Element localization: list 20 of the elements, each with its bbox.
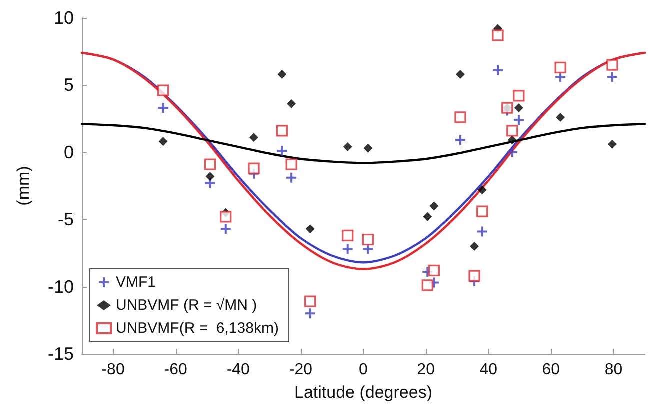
- x-tick-label: 80: [604, 362, 623, 378]
- x-tick-label: 20: [417, 362, 436, 378]
- x-tick-label: 60: [542, 362, 560, 378]
- y-tick-label: -10: [48, 276, 74, 297]
- y-tick-label: -15: [48, 344, 74, 364]
- x-axis-title: Latitude (degrees): [294, 383, 432, 402]
- x-tick-label: -20: [289, 362, 313, 378]
- x-tick-label: -60: [164, 362, 188, 378]
- x-tick-label: -80: [102, 362, 125, 378]
- y-tick-label: 5: [64, 75, 74, 96]
- y-tick-label: 10: [54, 8, 74, 28]
- legend-label: UNBVMF (R = √MN ): [116, 297, 258, 314]
- x-tick-label: 0: [359, 362, 368, 378]
- y-tick-label: 0: [64, 142, 74, 162]
- legend-label: UNBVMF(R = 6,138km): [116, 320, 279, 337]
- legend-label: VMF1: [116, 274, 156, 291]
- x-tick-label: -40: [226, 362, 250, 378]
- y-tick-label: -5: [58, 210, 74, 230]
- y-axis-title: (mm): [14, 166, 33, 206]
- x-tick-label: 40: [480, 362, 498, 378]
